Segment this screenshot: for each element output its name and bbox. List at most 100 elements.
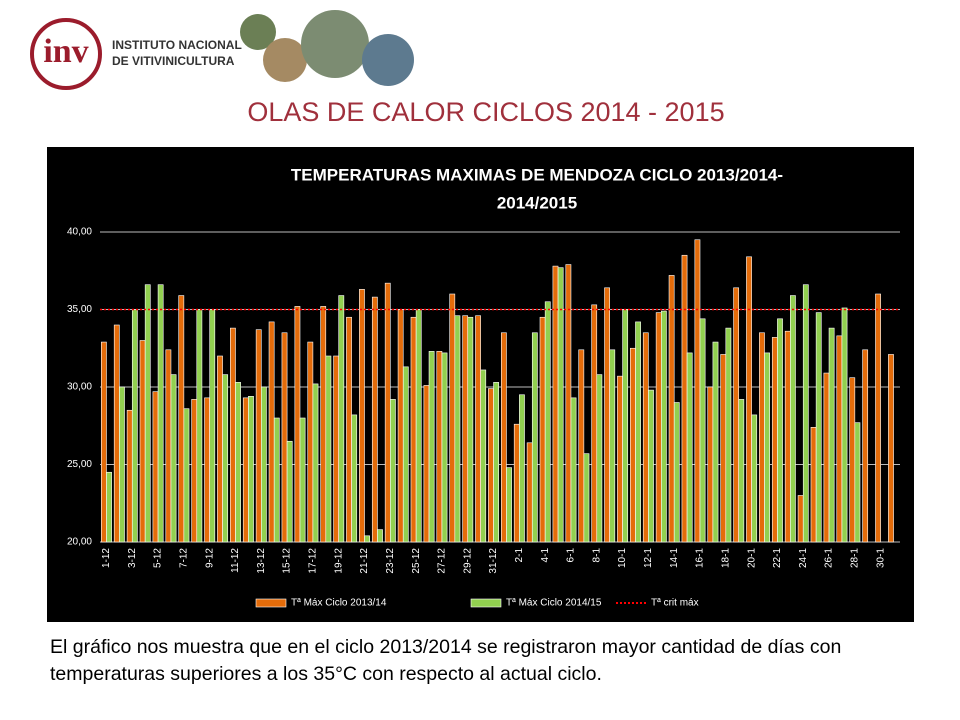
- y-tick-label: 40,00: [67, 227, 92, 238]
- bar: [428, 351, 435, 543]
- bar: [178, 295, 185, 543]
- bar: [777, 318, 783, 543]
- bar: [415, 309, 422, 543]
- x-tick-label: 21-12: [359, 548, 370, 574]
- photo: [240, 14, 276, 50]
- bar: [359, 289, 365, 543]
- x-tick-label: 17-12: [308, 548, 319, 574]
- bar: [875, 293, 881, 543]
- bar: [333, 355, 340, 543]
- bar: [467, 316, 474, 543]
- bar: [410, 316, 417, 543]
- logo-ring: [30, 18, 102, 90]
- bar: [281, 332, 288, 543]
- bar: [764, 352, 770, 543]
- bar: [707, 386, 714, 543]
- chart-title: TEMPERATURAS MAXIMAS DE MENDOZA CICLO 20…: [291, 165, 783, 184]
- bar: [449, 293, 456, 543]
- bar: [642, 332, 649, 543]
- slide-canvas: inv INSTITUTO NACIONAL DE VITIVINICULTUR…: [30, 10, 914, 622]
- bar: [436, 351, 443, 543]
- legend-label: Tª Máx Ciclo 2013/14: [291, 598, 387, 609]
- bar: [519, 394, 525, 543]
- bar: [797, 495, 804, 543]
- bar: [557, 267, 564, 543]
- bar: [131, 309, 138, 543]
- bar: [260, 386, 267, 543]
- bar: [552, 265, 559, 543]
- x-tick-label: 4-1: [540, 548, 551, 563]
- chart-title: 2014/2015: [497, 193, 577, 212]
- bar: [165, 349, 172, 543]
- bar: [841, 307, 848, 543]
- photo: [301, 10, 369, 78]
- bar: [191, 399, 198, 543]
- bar: [500, 332, 507, 543]
- x-tick-label: 15-12: [282, 548, 293, 574]
- bar: [371, 296, 378, 543]
- bar: [506, 467, 512, 543]
- x-tick-label: 20-1: [746, 548, 757, 568]
- y-tick-label: 20,00: [67, 537, 92, 548]
- bar: [694, 239, 701, 543]
- bar: [539, 316, 546, 543]
- org-name: INSTITUTO NACIONAL: [112, 38, 242, 52]
- bar: [286, 440, 293, 543]
- bar: [106, 471, 112, 543]
- y-tick-label: 25,00: [67, 459, 92, 470]
- bar: [596, 374, 603, 543]
- legend-label: Tª crit máx: [651, 598, 699, 609]
- bar: [635, 321, 641, 543]
- bar: [346, 316, 352, 543]
- x-tick-label: 13-12: [256, 548, 267, 574]
- bar: [312, 383, 319, 543]
- bar: [480, 369, 487, 543]
- bar: [384, 282, 391, 543]
- bar: [325, 355, 332, 543]
- bar: [544, 301, 551, 543]
- bar: [235, 382, 241, 543]
- org-name: DE VITIVINICULTURA: [112, 54, 235, 68]
- bar: [738, 399, 745, 543]
- x-tick-label: 10-1: [617, 548, 628, 568]
- x-tick-label: 26-1: [824, 548, 835, 568]
- bar: [591, 304, 598, 543]
- x-tick-label: 24-1: [798, 548, 809, 568]
- bar: [759, 332, 765, 543]
- bar: [157, 284, 164, 543]
- bar: [655, 312, 662, 543]
- bar: [790, 295, 796, 543]
- bar: [488, 388, 494, 543]
- bar: [583, 453, 590, 543]
- bar: [660, 310, 667, 543]
- legend-label: Tª Máx Ciclo 2014/15: [506, 598, 602, 609]
- bar: [320, 306, 327, 543]
- bar: [712, 341, 719, 543]
- x-tick-label: 25-12: [411, 548, 422, 574]
- bar: [849, 377, 856, 543]
- x-tick-label: 28-1: [849, 548, 860, 568]
- bar: [248, 395, 254, 543]
- x-tick-label: 11-12: [230, 548, 241, 573]
- photo: [362, 34, 414, 86]
- bar: [681, 254, 688, 543]
- x-tick-label: 6-1: [566, 548, 577, 563]
- logo-text: inv: [43, 33, 88, 70]
- x-tick-label: 31-12: [488, 548, 499, 574]
- x-tick-label: 29-12: [462, 548, 473, 574]
- bar: [578, 349, 585, 543]
- x-tick-label: 1-12: [101, 548, 112, 568]
- bar: [364, 535, 370, 543]
- bar: [493, 382, 500, 543]
- bar: [888, 354, 894, 543]
- bar: [815, 312, 822, 543]
- bar: [673, 402, 680, 543]
- bar: [668, 275, 675, 543]
- bar: [475, 315, 481, 543]
- bar: [751, 414, 758, 543]
- x-tick-label: 19-12: [333, 548, 344, 574]
- bar: [377, 529, 383, 543]
- bar: [307, 341, 314, 543]
- bar: [733, 287, 740, 543]
- x-tick-label: 3-12: [127, 548, 138, 568]
